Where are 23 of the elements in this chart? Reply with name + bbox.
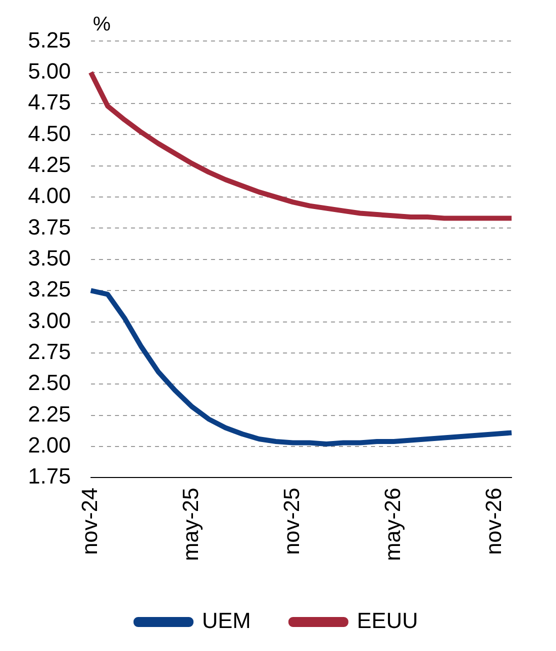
x-tick-label: nov-24 (76, 488, 102, 555)
y-tick-label: 3.25 (28, 276, 71, 302)
y-tick-label: 2.25 (28, 401, 71, 426)
y-tick-label: 4.00 (28, 183, 71, 208)
y-tick-label: 2.00 (28, 432, 71, 458)
x-tick-label: nov-26 (480, 488, 506, 555)
y-tick-label: 2.75 (28, 339, 71, 364)
y-tick-label: 5.00 (28, 58, 71, 84)
y-tick-label: 3.50 (28, 245, 71, 270)
y-tick-label: 5.25 (28, 27, 71, 52)
y-tick-label: 1.75 (28, 464, 71, 489)
y-tick-label: 3.75 (28, 214, 71, 240)
legend-label: EEUU (356, 608, 418, 634)
x-tick-label: may-25 (178, 488, 203, 561)
y-tick-label: 4.75 (28, 90, 71, 115)
legend-label: UEM (202, 608, 251, 634)
y-tick-label: 2.50 (28, 370, 71, 396)
x-tick-label: may-26 (380, 488, 405, 561)
y-tick-label: 4.25 (28, 152, 71, 177)
y-axis-title: % (92, 14, 111, 36)
y-tick-label: 3.00 (28, 308, 71, 333)
y-tick-label: 4.50 (28, 120, 71, 146)
x-tick-label: nov-25 (278, 488, 304, 555)
